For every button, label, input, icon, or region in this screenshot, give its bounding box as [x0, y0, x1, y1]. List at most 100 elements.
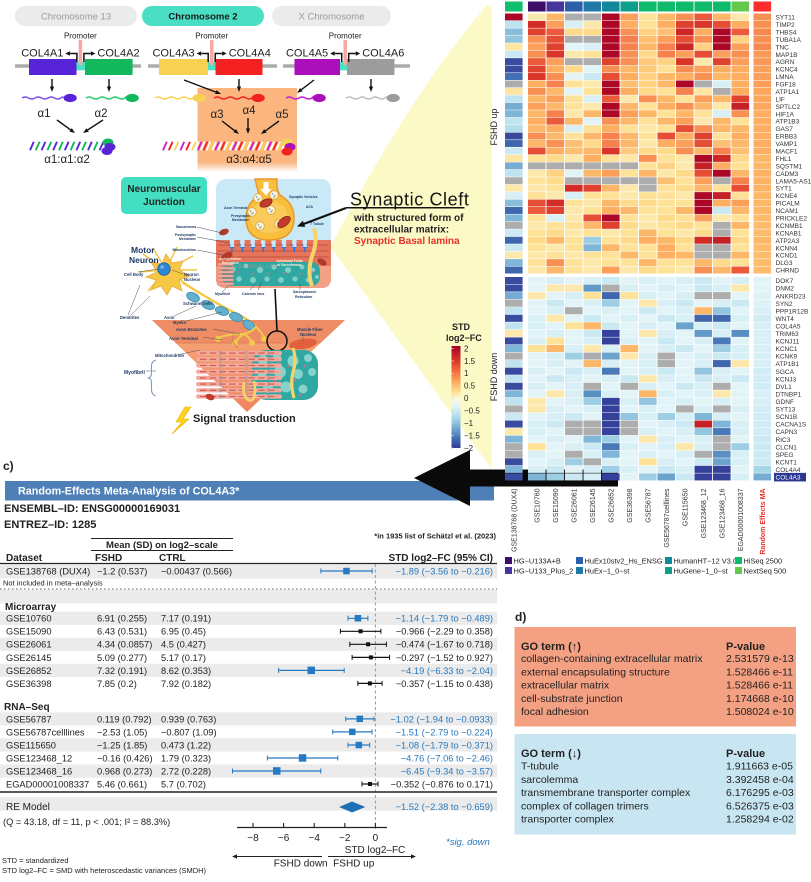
svg-text:−4: −4: [308, 833, 320, 844]
svg-text:DNM2: DNM2: [776, 286, 795, 293]
svg-text:Myelin: Myelin: [173, 320, 186, 325]
svg-text:−0.474 (−1.67 to 0.718): −0.474 (−1.67 to 0.718): [396, 640, 493, 650]
svg-text:−8: −8: [247, 833, 259, 844]
svg-text:Nucleus: Nucleus: [184, 277, 201, 282]
svg-text:Microarray: Microarray: [5, 602, 57, 613]
svg-text:SGCA: SGCA: [776, 369, 795, 376]
svg-text:FSHD up: FSHD up: [489, 108, 499, 145]
svg-text:2.72 (0.228): 2.72 (0.228): [161, 766, 211, 776]
svg-text:Motor: Motor: [131, 245, 155, 255]
svg-text:(Q = 43.18, df = 11, p < .001;: (Q = 43.18, df = 11, p < .001; I² = 88.3…: [3, 817, 170, 827]
svg-text:transporter complex: transporter complex: [521, 814, 615, 826]
svg-text:GSE26061: GSE26061: [572, 488, 579, 522]
svg-text:COL4A5: COL4A5: [286, 48, 328, 60]
svg-text:−6.45 (−9.34 to −3.57): −6.45 (−9.34 to −3.57): [401, 766, 493, 776]
svg-text:α1:α1:α2: α1:α1:α2: [44, 154, 90, 166]
svg-text:α5: α5: [275, 109, 288, 121]
svg-text:α3:α4:α5: α3:α4:α5: [226, 154, 272, 166]
svg-text:ENTREZ–ID: 1285: ENTREZ–ID: 1285: [4, 519, 96, 531]
svg-text:HG−U133A+B: HG−U133A+B: [514, 557, 561, 566]
svg-text:X Chromosome: X Chromosome: [299, 12, 365, 23]
svg-text:STD = standardized: STD = standardized: [2, 856, 69, 865]
svg-text:GSE36398: GSE36398: [6, 679, 52, 689]
svg-text:Nucleus: Nucleus: [300, 332, 317, 337]
svg-text:GSE56787celllines: GSE56787celllines: [6, 727, 85, 737]
svg-text:with structured form of: with structured form of: [353, 213, 464, 224]
svg-text:KCND1: KCND1: [776, 253, 798, 260]
svg-text:T Tubule: T Tubule: [310, 222, 324, 226]
svg-text:GSE10760: GSE10760: [6, 614, 52, 624]
svg-text:Calcium Ions: Calcium Ions: [242, 292, 264, 296]
svg-text:KCNE4: KCNE4: [776, 193, 798, 200]
svg-text:THBS4: THBS4: [776, 29, 797, 36]
svg-text:−1.51 (−2.79 to −0.224): −1.51 (−2.79 to −0.224): [396, 727, 493, 737]
svg-text:−0.16 (0.426): −0.16 (0.426): [97, 753, 153, 763]
svg-text:−0.807 (1.09): −0.807 (1.09): [161, 727, 217, 737]
svg-text:1: 1: [464, 369, 469, 378]
svg-text:GSE123468_12: GSE123468_12: [701, 488, 708, 538]
svg-text:STD log2–FC = SMD with heteros: STD log2–FC = SMD with heteroscedastic v…: [2, 866, 207, 875]
svg-text:external encapsulating structu: external encapsulating structure: [521, 666, 670, 678]
svg-text:*sig. down: *sig. down: [446, 837, 490, 848]
svg-text:GSE36398: GSE36398: [627, 488, 634, 522]
svg-text:GSE56787: GSE56787: [646, 488, 653, 522]
svg-text:KCNC1: KCNC1: [776, 346, 798, 353]
svg-text:GSE10760: GSE10760: [535, 488, 542, 522]
svg-text:WNT4: WNT4: [776, 316, 795, 323]
svg-text:NCAM1: NCAM1: [776, 208, 799, 215]
svg-text:−0.357 (−1.15 to 0.438): −0.357 (−1.15 to 0.438): [396, 679, 493, 689]
svg-text:GO term (↑): GO term (↑): [521, 641, 581, 653]
svg-text:α4: α4: [242, 105, 256, 117]
svg-text:Synaptic Vesicles: Synaptic Vesicles: [289, 195, 318, 199]
svg-text:GSE26145: GSE26145: [590, 488, 597, 522]
svg-text:T-tubule: T-tubule: [521, 761, 559, 773]
svg-text:Membrane: Membrane: [179, 237, 196, 241]
svg-text:1.528466 e-11: 1.528466 e-11: [726, 680, 793, 692]
svg-text:6.176295 e-03: 6.176295 e-03: [726, 787, 794, 799]
svg-text:0.5: 0.5: [464, 382, 476, 391]
svg-text:VAMP1: VAMP1: [776, 141, 798, 148]
svg-text:−2: −2: [339, 833, 351, 844]
svg-text:cell-substrate junction: cell-substrate junction: [521, 693, 623, 705]
svg-text:RIC3: RIC3: [776, 437, 791, 444]
svg-text:COL4A2: COL4A2: [97, 48, 139, 60]
svg-text:COL4A1: COL4A1: [21, 48, 63, 60]
svg-text:Neuromuscular: Neuromuscular: [127, 184, 200, 195]
svg-text:LAMA5-AS1: LAMA5-AS1: [776, 178, 811, 185]
svg-text:GSE115650: GSE115650: [6, 740, 56, 750]
svg-text:Chromosome 2: Chromosome 2: [168, 12, 237, 23]
svg-text:Membrane: Membrane: [232, 218, 249, 222]
svg-text:α3: α3: [210, 109, 223, 121]
svg-text:log2−FC: log2−FC: [446, 333, 482, 343]
svg-text:GAS7: GAS7: [776, 126, 794, 133]
svg-text:RNA–Seq: RNA–Seq: [4, 702, 50, 713]
svg-text:5.46 (0.661): 5.46 (0.661): [97, 779, 147, 789]
svg-text:0.968 (0.273): 0.968 (0.273): [97, 766, 152, 776]
svg-text:SQSTM1: SQSTM1: [776, 163, 803, 170]
svg-text:NextSeq 500: NextSeq 500: [744, 567, 787, 576]
svg-text:STD: STD: [452, 322, 471, 332]
svg-text:−1.14 (−1.79 to −0.489): −1.14 (−1.79 to −0.489): [396, 614, 493, 624]
svg-text:GDNF: GDNF: [776, 399, 794, 406]
svg-text:KCNN4: KCNN4: [776, 245, 798, 252]
svg-text:3.392458 e-04: 3.392458 e-04: [726, 774, 794, 786]
svg-text:SYN2: SYN2: [776, 301, 793, 308]
svg-text:TIMP2: TIMP2: [776, 22, 796, 29]
svg-text:SYT1: SYT1: [776, 186, 793, 193]
svg-text:GSE26061: GSE26061: [6, 640, 52, 650]
svg-text:Reticulum: Reticulum: [295, 295, 312, 299]
svg-text:COL4A5: COL4A5: [776, 323, 801, 330]
svg-text:KCNC4: KCNC4: [776, 67, 798, 74]
svg-text:−1.2 (0.537): −1.2 (0.537): [97, 566, 147, 576]
svg-text:KCNAB1: KCNAB1: [776, 230, 802, 237]
svg-text:Axon Terminal: Axon Terminal: [169, 336, 198, 341]
svg-text:COL4A3: COL4A3: [152, 48, 194, 60]
svg-text:HuEx10stv2_Hs_ENSG: HuEx10stv2_Hs_ENSG: [585, 557, 663, 566]
svg-text:GSE26852: GSE26852: [609, 488, 616, 522]
svg-text:1.5: 1.5: [464, 357, 476, 366]
svg-text:MAP1B: MAP1B: [776, 52, 798, 59]
svg-text:LMNA: LMNA: [776, 74, 795, 81]
svg-text:ANKRD23: ANKRD23: [776, 293, 806, 300]
svg-text:Promoter: Promoter: [64, 32, 97, 41]
svg-text:5.09 (0.277): 5.09 (0.277): [97, 653, 147, 663]
